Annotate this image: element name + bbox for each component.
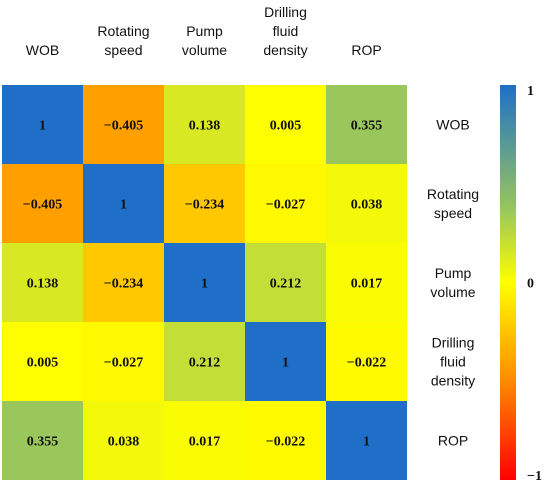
cell-value-label: 1 [39, 119, 46, 134]
row-label: WOB [436, 117, 469, 133]
cell-value-label: 0.355 [27, 435, 59, 450]
heatmap-cell [83, 164, 164, 243]
heatmap-cell [2, 243, 83, 322]
cell-value-label: −0.405 [104, 119, 143, 134]
cell-value-label: 1 [201, 277, 208, 292]
cell-value-label: 0.038 [351, 198, 383, 213]
cell-value-label: 0.212 [270, 277, 302, 292]
colorbar [500, 85, 516, 480]
cell-value-label: 0.138 [27, 277, 59, 292]
cell-value-label: −0.234 [185, 198, 224, 213]
row-label: ROP [438, 433, 468, 449]
column-label: Pump [186, 23, 223, 39]
cell-value-label: −0.405 [23, 198, 62, 213]
cell-value-label: −0.234 [104, 277, 143, 292]
heatmap-cell [245, 164, 326, 243]
row-label: volume [430, 284, 475, 300]
row-label: Rotating [427, 186, 479, 202]
row-label: Pump [435, 265, 472, 281]
heatmap-cell [245, 322, 326, 401]
column-label: Rotating [97, 23, 149, 39]
heatmap-cell [83, 243, 164, 322]
heatmap-cell [326, 164, 407, 243]
cell-value-label: −0.022 [347, 356, 386, 371]
cell-value-label: 0.212 [189, 356, 221, 371]
cell-value-label: 1 [120, 198, 127, 213]
cell-value-label: −0.027 [104, 356, 143, 371]
heatmap-cell [164, 85, 245, 164]
heatmap-cell [2, 164, 83, 243]
heatmap-cell [245, 85, 326, 164]
column-label: volume [182, 42, 227, 58]
row-label: Drilling [432, 335, 475, 351]
heatmap-cell [2, 401, 83, 480]
cell-value-label: 0.005 [270, 119, 302, 134]
heatmap-cell [83, 85, 164, 164]
heatmap-cell [2, 85, 83, 164]
heatmap-cell [164, 401, 245, 480]
heatmap-cell [83, 401, 164, 480]
heatmap-cell [2, 322, 83, 401]
cell-value-label: 0.355 [351, 119, 383, 134]
colorbar-ticks: 1 0 −1 [527, 84, 542, 484]
column-label: speed [104, 42, 142, 58]
heatmap-cell [326, 401, 407, 480]
cell-value-label: 0.005 [27, 356, 59, 371]
heatmap-cell [326, 85, 407, 164]
heatmap-cell [326, 243, 407, 322]
cell-value-label: 0.017 [351, 277, 383, 292]
cell-value-label: −0.022 [266, 435, 305, 450]
heatmap-cells: 1 −0.405 0.138 0.005 0.355 −0.405 1 −0.234 −0.02… [2, 85, 407, 480]
row-label: fluid [440, 354, 466, 370]
cell-value-label: −0.027 [266, 198, 305, 213]
column-label: fluid [273, 23, 299, 39]
colorbar-gradient [500, 85, 516, 480]
column-label: ROP [351, 42, 381, 58]
column-label: Drilling [264, 4, 307, 20]
heatmap-cell [164, 243, 245, 322]
heatmap-cell [83, 322, 164, 401]
row-labels: WOB Rotating speed Pump volume Drilling fluid d… [427, 117, 479, 449]
cell-value-label: 0.038 [108, 435, 140, 450]
heatmap-cell [326, 322, 407, 401]
row-label: density [431, 373, 475, 389]
cell-value-label: 0.138 [189, 119, 221, 134]
colorbar-tick-label: −1 [527, 469, 542, 484]
column-label: density [263, 42, 307, 58]
heatmap-cell [164, 164, 245, 243]
column-label: WOB [26, 42, 59, 58]
colorbar-tick-label: 0 [527, 277, 534, 292]
heatmap-cell [245, 401, 326, 480]
row-label: speed [434, 205, 472, 221]
heatmap-cell [245, 243, 326, 322]
cell-value-label: 1 [363, 435, 370, 450]
cell-value-label: 0.017 [189, 435, 221, 450]
cell-value-label: 1 [282, 356, 289, 371]
heatmap-cell [164, 322, 245, 401]
column-labels: WOB Rotating speed Pump volume Drilling fluid d… [26, 4, 382, 58]
colorbar-tick-label: 1 [527, 84, 534, 99]
